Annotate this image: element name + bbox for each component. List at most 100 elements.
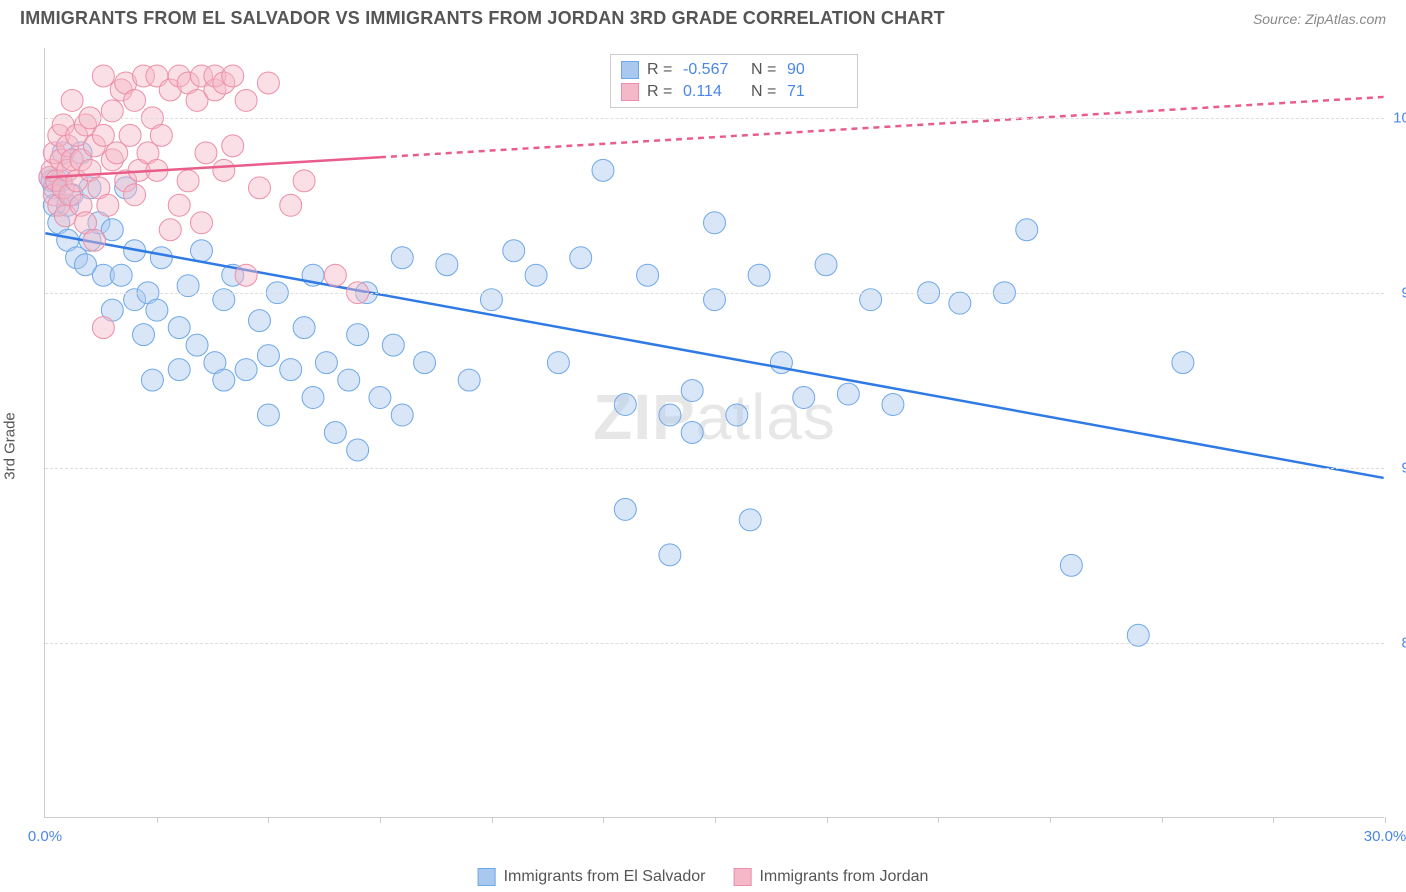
ytick-label: 100.0% <box>1389 110 1406 127</box>
trend-line-dashed <box>380 97 1384 157</box>
data-point <box>436 254 458 276</box>
legend-row: R =-0.567N =90 <box>621 59 847 81</box>
data-point <box>213 289 235 311</box>
data-point <box>382 334 404 356</box>
data-point <box>324 422 346 444</box>
legend-swatch <box>621 61 639 79</box>
gridline <box>45 293 1384 294</box>
data-point <box>815 254 837 276</box>
data-point <box>92 317 114 339</box>
legend-series-name: Immigrants from El Salvador <box>504 868 706 886</box>
data-point <box>480 289 502 311</box>
data-point <box>659 404 681 426</box>
xtick-mark <box>492 817 493 823</box>
chart-title: IMMIGRANTS FROM EL SALVADOR VS IMMIGRANT… <box>20 8 945 29</box>
data-point <box>793 387 815 409</box>
legend-series-name: Immigrants from Jordan <box>759 868 928 886</box>
data-point <box>293 317 315 339</box>
data-point <box>614 394 636 416</box>
data-point <box>186 334 208 356</box>
data-point <box>347 324 369 346</box>
data-point <box>235 264 257 286</box>
data-point <box>1060 554 1082 576</box>
legend-correlation: R =-0.567N =90R =0.114N =71 <box>610 54 858 108</box>
data-point <box>302 387 324 409</box>
legend-r-label: R = <box>647 83 675 101</box>
data-point <box>726 404 748 426</box>
ytick-label: 95.0% <box>1389 285 1406 302</box>
xtick-label: 0.0% <box>28 828 62 845</box>
legend-n-value: 71 <box>787 83 847 101</box>
data-point <box>614 498 636 520</box>
data-point <box>257 345 279 367</box>
xtick-mark <box>157 817 158 823</box>
data-point <box>659 544 681 566</box>
data-point <box>739 509 761 531</box>
data-point <box>949 292 971 314</box>
y-axis-label: 3rd Grade <box>2 412 19 480</box>
xtick-mark <box>603 817 604 823</box>
data-point <box>338 369 360 391</box>
data-point <box>704 289 726 311</box>
legend-n-value: 90 <box>787 61 847 79</box>
chart-area: ZIPatlas R =-0.567N =90R =0.114N =71 85.… <box>44 48 1384 818</box>
data-point <box>249 310 271 332</box>
data-point <box>681 422 703 444</box>
source-label: Source: ZipAtlas.com <box>1253 11 1386 27</box>
xtick-mark <box>1162 817 1163 823</box>
data-point <box>324 264 346 286</box>
data-point <box>168 317 190 339</box>
data-point <box>249 177 271 199</box>
data-point <box>860 289 882 311</box>
data-point <box>235 89 257 111</box>
legend-row: R =0.114N =71 <box>621 81 847 103</box>
data-point <box>213 369 235 391</box>
data-point <box>391 247 413 269</box>
data-point <box>213 159 235 181</box>
data-point <box>177 170 199 192</box>
scatter-plot <box>45 48 1384 817</box>
xtick-mark <box>1050 817 1051 823</box>
data-point <box>257 404 279 426</box>
legend-r-value: 0.114 <box>683 83 743 101</box>
data-point <box>748 264 770 286</box>
legend-r-value: -0.567 <box>683 61 743 79</box>
data-point <box>92 65 114 87</box>
data-point <box>592 159 614 181</box>
legend-swatch <box>621 83 639 101</box>
ytick-label: 85.0% <box>1389 635 1406 652</box>
data-point <box>150 247 172 269</box>
data-point <box>159 219 181 241</box>
legend-series: Immigrants from El Salvador Immigrants fr… <box>478 868 929 886</box>
legend-r-label: R = <box>647 61 675 79</box>
data-point <box>280 359 302 381</box>
data-point <box>133 324 155 346</box>
data-point <box>124 89 146 111</box>
data-point <box>458 369 480 391</box>
data-point <box>280 194 302 216</box>
data-point <box>414 352 436 374</box>
xtick-mark <box>1385 817 1386 823</box>
data-point <box>110 264 132 286</box>
xtick-mark <box>268 817 269 823</box>
legend-swatch <box>733 868 751 886</box>
data-point <box>83 229 105 251</box>
data-point <box>347 439 369 461</box>
data-point <box>235 359 257 381</box>
data-point <box>150 124 172 146</box>
data-point <box>141 369 163 391</box>
data-point <box>503 240 525 262</box>
data-point <box>97 194 119 216</box>
data-point <box>681 380 703 402</box>
xtick-mark <box>827 817 828 823</box>
data-point <box>525 264 547 286</box>
data-point <box>293 170 315 192</box>
gridline <box>45 468 1384 469</box>
data-point <box>704 212 726 234</box>
data-point <box>547 352 569 374</box>
data-point <box>191 240 213 262</box>
legend-item: Immigrants from Jordan <box>733 868 928 886</box>
data-point <box>124 184 146 206</box>
gridline <box>45 118 1384 119</box>
data-point <box>1172 352 1194 374</box>
